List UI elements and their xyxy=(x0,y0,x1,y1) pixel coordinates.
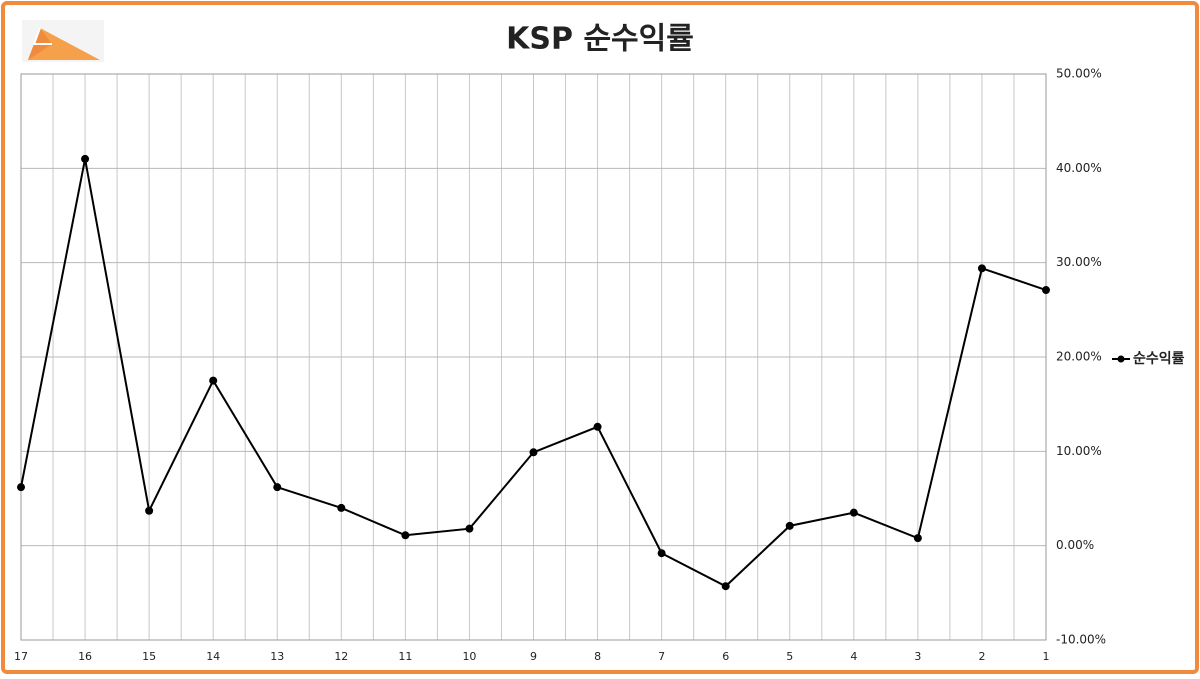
y-tick-label: 20.00% xyxy=(1056,350,1102,364)
x-tick-label: 6 xyxy=(722,650,729,663)
data-point xyxy=(657,549,666,558)
data-point xyxy=(17,483,25,492)
data-point xyxy=(401,531,410,540)
x-tick-label: 15 xyxy=(142,650,156,663)
data-point xyxy=(529,448,538,457)
x-tick-label: 5 xyxy=(786,650,793,663)
x-tick-label: 8 xyxy=(594,650,601,663)
data-point xyxy=(1042,286,1050,295)
x-tick-label: 9 xyxy=(530,650,537,663)
y-tick-label: 10.00% xyxy=(1056,444,1102,458)
legend-marker xyxy=(1117,355,1125,363)
x-tick-label: 13 xyxy=(270,650,284,663)
x-tick-label: 4 xyxy=(850,650,857,663)
x-tick-label: 11 xyxy=(398,650,412,663)
data-point xyxy=(465,524,474,533)
data-point xyxy=(273,483,282,492)
y-tick-label: -10.00% xyxy=(1056,633,1106,647)
data-point xyxy=(593,422,602,431)
data-point xyxy=(81,154,90,163)
x-tick-label: 7 xyxy=(658,650,665,663)
chart-title: KSP 순수익률 xyxy=(506,22,694,57)
data-point xyxy=(721,582,730,591)
x-tick-label: 2 xyxy=(978,650,985,663)
logo xyxy=(22,20,104,62)
y-tick-label: 40.00% xyxy=(1056,161,1102,175)
data-point xyxy=(849,508,858,517)
plot-border xyxy=(20,73,1047,641)
data-point xyxy=(977,264,986,273)
x-tick-label: 17 xyxy=(14,650,28,663)
x-tick-label: 10 xyxy=(462,650,476,663)
data-point xyxy=(209,376,218,385)
x-tick-label: 14 xyxy=(206,650,220,663)
x-tick-label: 12 xyxy=(334,650,348,663)
y-tick-label: 0.00% xyxy=(1056,538,1094,552)
data-point xyxy=(913,534,922,543)
y-tick-label: 50.00% xyxy=(1056,67,1102,81)
legend-label: 순수익률 xyxy=(1133,350,1185,367)
data-point xyxy=(337,503,346,512)
x-tick-label: 1 xyxy=(1043,650,1050,663)
x-tick-label: 3 xyxy=(914,650,921,663)
y-tick-label: 30.00% xyxy=(1056,255,1102,269)
data-point xyxy=(145,506,154,515)
x-tick-label: 16 xyxy=(78,650,92,663)
data-point xyxy=(785,521,794,530)
